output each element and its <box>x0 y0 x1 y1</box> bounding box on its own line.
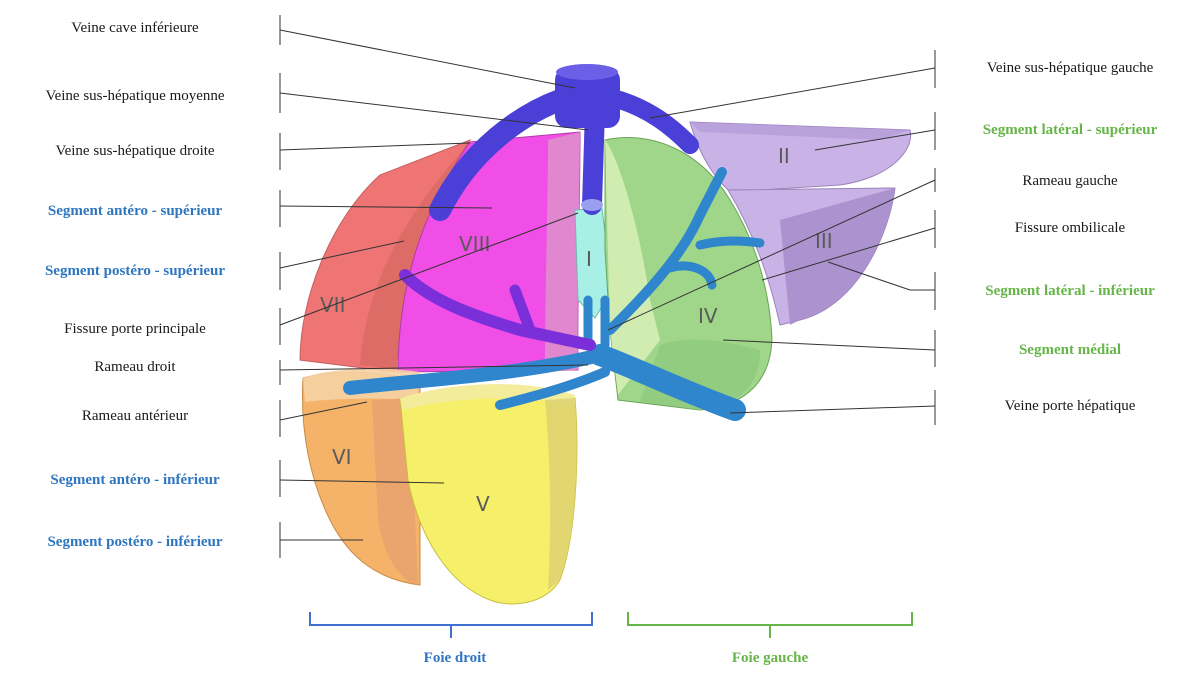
right-posterior-branch <box>399 269 596 351</box>
label-left-branch: Rameau gauche <box>1022 173 1118 189</box>
label-lateral-inferior-segment: Segment latéral - inférieur <box>985 283 1155 299</box>
label-inferior-vena-cava: Veine cave inférieure <box>71 20 199 36</box>
segment-label-V: V <box>476 492 490 516</box>
right-liver-bracket <box>309 612 593 638</box>
segment-label-IV: IV <box>698 304 718 328</box>
right-anterior-branch <box>509 284 536 336</box>
leader-lines-right <box>607 50 936 425</box>
segment-label-VI: VI <box>332 445 352 469</box>
label-right-branch: Rameau droit <box>94 359 176 375</box>
segment-II-top <box>690 122 910 140</box>
label-lateral-superior-segment: Segment latéral - supérieur <box>982 122 1158 138</box>
label-left-hepatic-vein: Veine sus-hépatique gauche <box>986 60 1154 76</box>
label-posteroinferior-segment: Segment postéro - inférieur <box>47 534 223 550</box>
label-medial-segment: Segment médial <box>1018 342 1122 358</box>
label-hepatic-portal-vein: Veine porte hépatique <box>1004 398 1136 414</box>
segment-V-side <box>545 398 577 590</box>
label-umbilical-fissure: Fissure ombilicale <box>1014 220 1126 236</box>
segment-label-I: I <box>586 247 592 271</box>
label-right-hepatic-vein: Veine sus-hépatique droite <box>55 143 215 159</box>
leader-lines-left <box>279 15 589 558</box>
label-anterosuperior-segment: Segment antéro - supérieur <box>47 203 223 219</box>
portal-veins <box>343 167 765 421</box>
segment-VIII-side <box>545 132 580 372</box>
left-liver-bracket <box>627 612 913 638</box>
label-main-portal-fissure: Fissure porte principale <box>64 321 206 337</box>
segment-label-III: III <box>815 229 833 253</box>
label-left-liver: Foie gauche <box>731 650 809 666</box>
label-right-liver: Foie droit <box>423 650 487 666</box>
segment-V-top <box>400 384 575 410</box>
label-posterosuperior-segment: Segment postéro - supérieur <box>44 263 226 279</box>
segment-label-VIII: VIII <box>459 232 490 256</box>
segment-III-side <box>780 188 895 325</box>
label-anterior-branch: Rameau antérieur <box>81 408 189 424</box>
vena-cava-opening <box>556 64 618 80</box>
inferior-vena-cava <box>555 68 620 128</box>
segment-IV-medial <box>605 140 660 395</box>
middle-vein-end <box>581 199 603 211</box>
label-anteroinferior-segment: Segment antéro - inférieur <box>50 472 220 488</box>
label-middle-hepatic-vein: Veine sus-hépatique moyenne <box>45 88 225 104</box>
segment-label-II: II <box>778 144 790 168</box>
